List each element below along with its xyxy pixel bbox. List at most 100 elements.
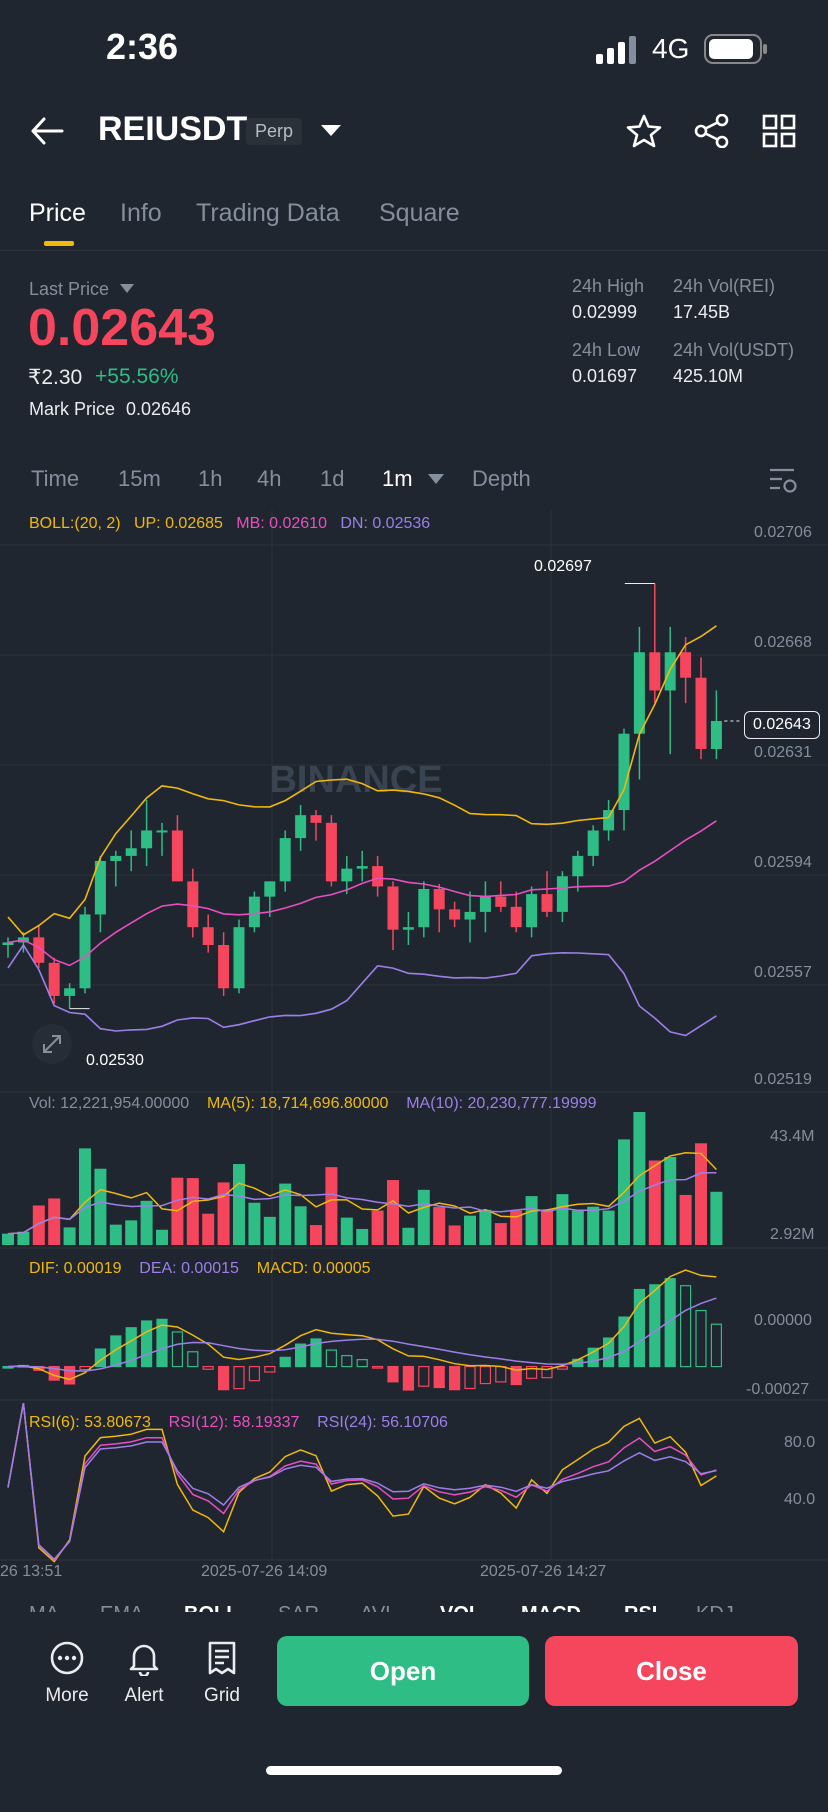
volume-bar [433, 1207, 446, 1245]
macd-legend: DIF: 0.00019 DEA: 0.00015 MACD: 0.00005 [29, 1260, 371, 1278]
tf-1d[interactable]: 1d [320, 466, 345, 491]
volume-bar [371, 1210, 384, 1245]
macd-histogram-bar [479, 1365, 491, 1385]
boll-legend: BOLL:(20, 2) UP: 0.02685 MB: 0.02610 DN:… [29, 515, 430, 533]
macd-dea: DEA: 0.00015 [139, 1260, 239, 1277]
last-price-dropdown-icon[interactable] [120, 284, 134, 294]
signal-icon [596, 36, 636, 64]
vol-axis-top: 43.4M [770, 1128, 815, 1145]
rsi-24: RSI(24): 56.10706 [317, 1414, 448, 1431]
candle-body [710, 721, 722, 749]
tf-dropdown-icon[interactable] [428, 474, 444, 485]
rsi-legend: RSI(6): 53.80673 RSI(12): 58.19337 RSI(2… [29, 1414, 448, 1432]
tf-4h[interactable]: 4h [257, 466, 282, 491]
candle-body [618, 733, 630, 811]
macd-histogram-bar [587, 1347, 599, 1368]
price-axis-5: 0.02557 [754, 964, 812, 981]
macd-histogram-bar [356, 1359, 368, 1368]
symbol-title[interactable]: REIUSDT [98, 110, 248, 148]
volume-bar [494, 1223, 507, 1245]
volume-bar [140, 1200, 153, 1245]
volume-bar [356, 1228, 369, 1245]
time-axis-3: 2025-07-26 14:27 [480, 1563, 607, 1580]
tf-time[interactable]: Time [31, 466, 80, 491]
volume-bar [294, 1206, 307, 1245]
candle-body [248, 896, 260, 928]
candle-body [603, 810, 615, 831]
tab-info[interactable]: Info [120, 199, 162, 227]
grid-label: Grid [204, 1685, 240, 1706]
price-axis-2: 0.02668 [754, 634, 812, 651]
grid-button[interactable]: Grid [192, 1640, 252, 1707]
share-icon[interactable] [694, 114, 730, 148]
macd-histogram-bar [171, 1331, 183, 1368]
high-marker: 0.02697 [534, 558, 592, 575]
more-icon [50, 1641, 84, 1675]
star-icon[interactable] [626, 114, 662, 148]
volume-bar [32, 1205, 45, 1245]
price-axis-6: 0.02519 [754, 1071, 812, 1088]
macd-histogram-bar [418, 1365, 430, 1387]
candle-body [402, 927, 414, 930]
boll-middle-line [7, 820, 717, 967]
boll-mb: MB: 0.02610 [236, 515, 327, 532]
macd-histogram-bar [541, 1365, 553, 1379]
candle-body [141, 830, 153, 849]
macd-histogram-bar [218, 1365, 230, 1391]
candle-body [325, 822, 337, 882]
volume-bar [340, 1217, 353, 1245]
volume-bar [648, 1160, 661, 1245]
candle-body [633, 652, 645, 734]
macd-histogram-bar [110, 1335, 122, 1368]
open-button[interactable]: Open [277, 1636, 529, 1706]
candle-body [156, 830, 168, 833]
volume-bar [17, 1231, 30, 1245]
candle-body [495, 896, 507, 907]
mark-price-label: Mark Price [29, 399, 116, 419]
candle-body [187, 881, 199, 928]
candle-body [279, 838, 291, 882]
symbol-dropdown-icon[interactable] [320, 124, 342, 138]
tf-1h[interactable]: 1h [198, 466, 223, 491]
volume-bar [587, 1206, 600, 1245]
tf-1m[interactable]: 1m [382, 466, 413, 491]
last-price-label[interactable]: Last Price [29, 279, 110, 299]
status-time: 2:36 [106, 26, 179, 67]
back-arrow-icon[interactable] [30, 116, 64, 146]
binance-watermark: BINANCE [269, 759, 442, 801]
macd-histogram-bar [94, 1348, 107, 1368]
volume-bar [510, 1210, 523, 1245]
candles [2, 583, 742, 1010]
battery-icon [704, 34, 767, 64]
price-chart[interactable]: BINANCE [0, 500, 828, 1590]
volume-bar [79, 1148, 91, 1245]
network-label: 4G [652, 33, 690, 64]
candle-body [295, 815, 307, 839]
indicator-lines [7, 625, 717, 1037]
tab-square[interactable]: Square [379, 199, 460, 227]
more-button[interactable]: More [37, 1640, 97, 1707]
chart-settings-icon[interactable] [768, 466, 798, 494]
expand-icon[interactable] [30, 1022, 74, 1066]
macd-histogram-bar [464, 1365, 476, 1390]
macd-histogram-bar [633, 1288, 646, 1368]
tf-15m[interactable]: 15m [118, 466, 161, 491]
candle-body [572, 855, 584, 877]
close-button[interactable]: Close [545, 1636, 798, 1706]
volume-bar [217, 1182, 230, 1245]
main-tabs: Price Info Trading Data Square [0, 195, 828, 251]
alert-button[interactable]: Alert [114, 1640, 174, 1707]
macd-histogram-bar [279, 1356, 291, 1368]
vol-value: Vol: 12,221,954.00000 [29, 1095, 190, 1112]
volume-bars [2, 1112, 723, 1245]
macd-histogram-bar [202, 1365, 214, 1370]
macd-dif: DIF: 0.00019 [29, 1260, 122, 1277]
tab-price[interactable]: Price [29, 199, 86, 227]
grid-layout-icon[interactable] [762, 114, 796, 148]
macd-histogram-bar [618, 1316, 630, 1368]
volume-bar [448, 1225, 461, 1245]
vol-axis-bottom: 2.92M [770, 1226, 815, 1243]
tf-depth[interactable]: Depth [472, 466, 531, 491]
chart-grid [0, 510, 828, 1561]
tab-trading-data[interactable]: Trading Data [196, 199, 340, 227]
